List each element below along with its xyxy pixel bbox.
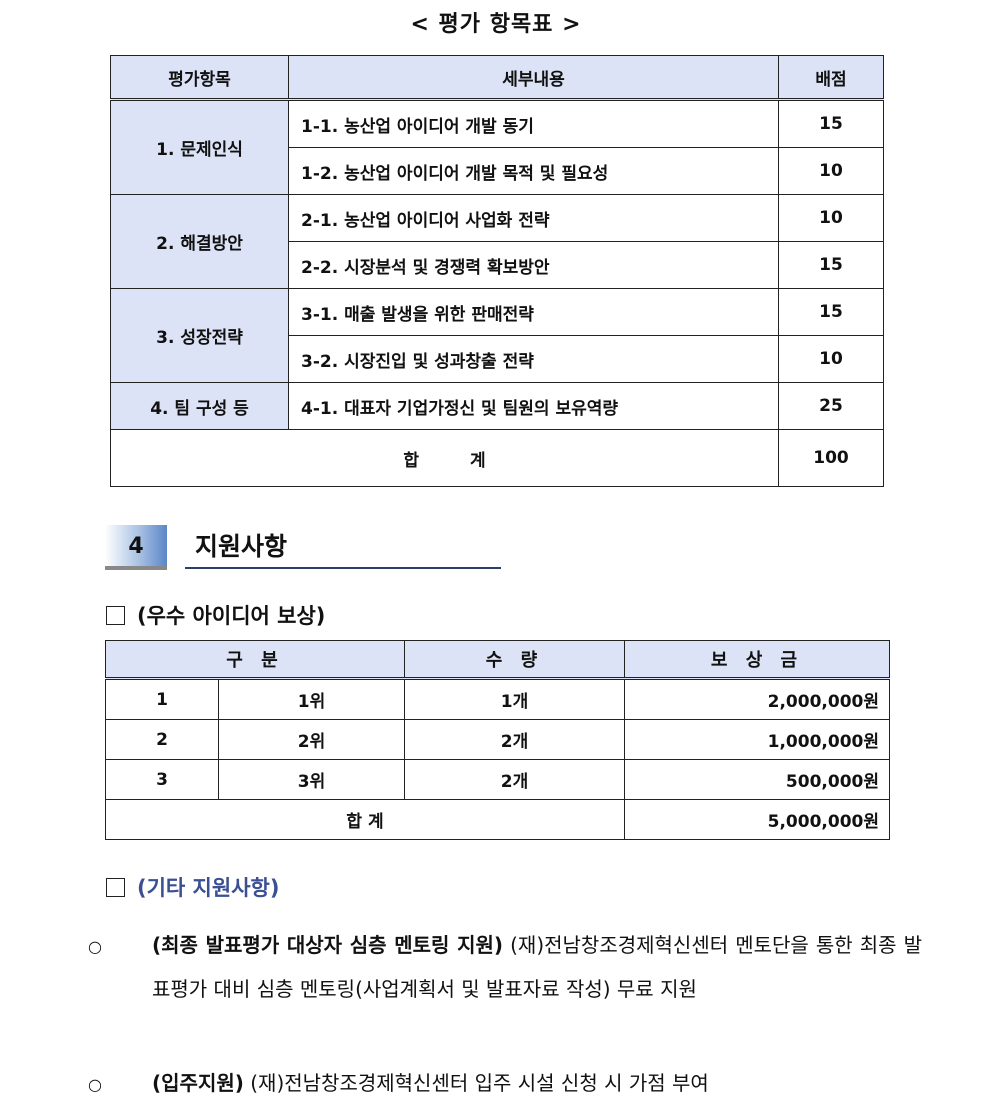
score-cell: 15 xyxy=(778,241,884,289)
header-detail: 세부내용 xyxy=(288,55,779,101)
table-row: 2 2위 2개 1,000,000원 xyxy=(105,719,890,760)
other-heading: (기타 지원사항) xyxy=(106,872,279,902)
section-title: 지원사항 xyxy=(195,532,288,561)
prize-cell: 500,000원 xyxy=(624,759,890,800)
eval-table-title: < 평가 항목표 > xyxy=(410,12,582,37)
score-cell: 10 xyxy=(778,147,884,195)
quantity-cell: 1개 xyxy=(404,678,625,720)
category-cell: 4. 팀 구성 등 xyxy=(110,382,289,430)
table-row: 3-2. 시장진입 및 성과창출 전략 10 xyxy=(111,335,884,383)
table-row: 4. 팀 구성 등 4-1. 대표자 기업가정신 및 팀원의 보유역량 25 xyxy=(110,382,884,430)
detail-cell: 4-1. 대표자 기업가정신 및 팀원의 보유역량 xyxy=(288,382,779,430)
score-cell: 10 xyxy=(778,335,884,383)
circle-bullet-icon: ○ xyxy=(88,937,102,956)
detail-cell: 3-2. 시장진입 및 성과창출 전략 xyxy=(288,335,779,383)
reward-heading: (우수 아이디어 보상) xyxy=(106,600,325,630)
header-prize: 보 상 금 xyxy=(624,640,890,680)
bullet-text: (재)전남창조경제혁신센터 멘토단을 통한 최종 발표평가 대비 심층 멘토링(… xyxy=(152,933,922,1001)
no-cell: 1 xyxy=(105,678,219,720)
table-row: 1 1위 1개 2,000,000원 xyxy=(105,678,890,720)
table-row: 3. 성장전략 3-1. 매출 발생을 위한 판매전략 15 xyxy=(110,288,884,383)
rank-cell: 3위 xyxy=(218,759,405,800)
score-cell: 25 xyxy=(778,382,884,430)
total-label: 합 계 xyxy=(110,429,779,487)
checkbox-square-icon xyxy=(106,606,125,625)
detail-cell: 1-1. 농산업 아이디어 개발 동기 xyxy=(288,99,779,148)
header-score: 배점 xyxy=(778,55,884,101)
detail-cell: 2-1. 농산업 아이디어 사업화 전략 xyxy=(288,194,779,242)
table-row: 2-2. 시장분석 및 경쟁력 확보방안 15 xyxy=(111,241,884,289)
table-row: 2. 해결방안 2-1. 농산업 아이디어 사업화 전략 10 xyxy=(110,194,884,289)
reward-heading-text: (우수 아이디어 보상) xyxy=(137,604,326,628)
circle-bullet-icon: ○ xyxy=(88,1075,102,1094)
header-category: 평가항목 xyxy=(110,55,289,101)
header-quantity: 수 량 xyxy=(404,640,625,680)
bullet-title: (최종 발표평가 대상자 심층 멘토링 지원) xyxy=(152,933,504,957)
table-header-row: 구 분 수 량 보 상 금 xyxy=(105,640,890,680)
score-cell: 15 xyxy=(778,99,884,148)
other-heading-text: (기타 지원사항) xyxy=(137,876,280,900)
prize-cell: 1,000,000원 xyxy=(624,719,890,760)
detail-cell: 3-1. 매출 발생을 위한 판매전략 xyxy=(288,288,779,336)
table-row: 1. 문제인식 1-1. 농산업 아이디어 개발 동기 15 xyxy=(110,99,884,195)
bullet-item: ○ (입주지원) (재)전남창조경제혁신센터 입주 시설 신청 시 가점 부여 xyxy=(88,1062,922,1104)
quantity-cell: 2개 xyxy=(404,719,625,760)
prize-cell: 2,000,000원 xyxy=(624,678,890,720)
total-label: 합 계 xyxy=(105,799,625,840)
category-cell: 3. 성장전략 xyxy=(110,288,289,383)
quantity-cell: 2개 xyxy=(404,759,625,800)
total-prize: 5,000,000원 xyxy=(624,799,890,840)
no-cell: 3 xyxy=(105,759,219,800)
detail-cell: 2-2. 시장분석 및 경쟁력 확보방안 xyxy=(288,241,779,289)
checkbox-square-icon xyxy=(106,878,125,897)
section-number: 4 xyxy=(105,525,167,570)
total-score: 100 xyxy=(778,429,884,487)
bullet-item: ○ (최종 발표평가 대상자 심층 멘토링 지원) (재)전남창조경제혁신센터 멘… xyxy=(88,924,922,1010)
bullet-title: (입주지원) xyxy=(152,1071,244,1095)
score-cell: 10 xyxy=(778,194,884,242)
table-row: 3 3위 2개 500,000원 xyxy=(105,759,890,800)
section-underline xyxy=(185,567,501,569)
rank-cell: 1위 xyxy=(218,678,405,720)
category-cell: 1. 문제인식 xyxy=(110,99,289,195)
reward-table: 구 분 수 량 보 상 금 1 1위 1개 2,000,000원 2 2위 2개 1,000… xyxy=(105,640,890,840)
category-cell: 2. 해결방안 xyxy=(110,194,289,289)
total-row: 합 계 100 xyxy=(110,429,884,487)
total-row: 합 계 5,000,000원 xyxy=(105,799,890,840)
table-row: 1-2. 농산업 아이디어 개발 목적 및 필요성 10 xyxy=(111,147,884,195)
header-division: 구 분 xyxy=(105,640,405,680)
rank-cell: 2위 xyxy=(218,719,405,760)
score-cell: 15 xyxy=(778,288,884,336)
table-header-row: 평가항목 세부내용 배점 xyxy=(110,55,884,101)
bullet-text: (재)전남창조경제혁신센터 입주 시설 신청 시 가점 부여 xyxy=(250,1071,709,1095)
detail-cell: 1-2. 농산업 아이디어 개발 목적 및 필요성 xyxy=(288,147,779,195)
evaluation-table: 평가항목 세부내용 배점 1. 문제인식 1-1. 농산업 아이디어 개발 동기 1… xyxy=(110,55,884,487)
no-cell: 2 xyxy=(105,719,219,760)
